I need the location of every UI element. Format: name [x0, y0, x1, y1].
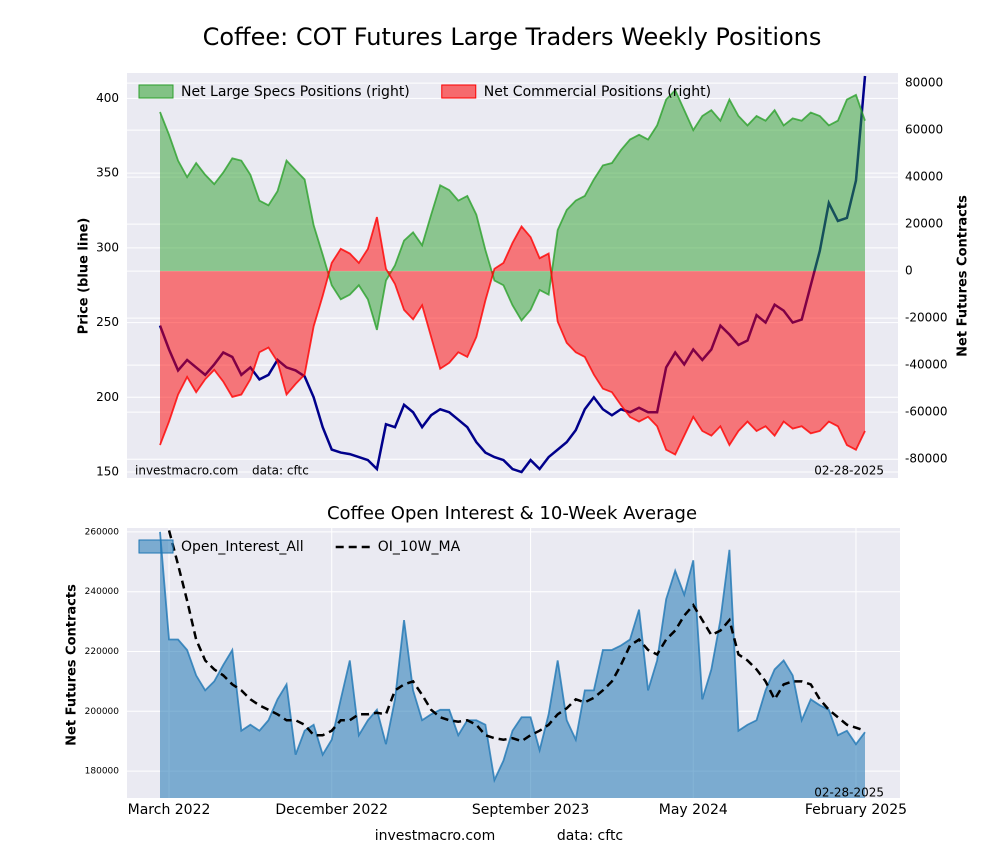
y2-tick-label: -80000 — [905, 452, 948, 466]
date-note: 02-28-2025 — [814, 786, 884, 800]
y-tick-label: 240000 — [85, 587, 120, 597]
y2-tick-label: -20000 — [905, 311, 948, 325]
legend-label: Net Commercial Positions (right) — [484, 84, 711, 100]
x-tick-label: September 2023 — [472, 802, 589, 818]
source-note: investmacro.com — [135, 464, 238, 478]
y2-tick-label: 20000 — [905, 217, 943, 231]
x-tick-label: May 2024 — [659, 802, 728, 818]
area-fill — [160, 217, 865, 455]
y2-tick-label: 40000 — [905, 170, 943, 184]
y-tick-label: 180000 — [85, 767, 120, 777]
y-tick-label: 220000 — [85, 647, 120, 657]
y2-tick-label: -60000 — [905, 405, 948, 419]
y2-tick-label: 80000 — [905, 76, 943, 90]
legend-label: OI_10W_MA — [378, 539, 461, 555]
legend-swatch — [441, 84, 477, 99]
x-tick-label: February 2025 — [805, 802, 907, 818]
legend-swatch — [138, 539, 174, 554]
area-line — [159, 216, 866, 456]
y-tick-label: 150 — [96, 465, 119, 479]
y-tick-label: 300 — [96, 240, 119, 254]
footer-data: data: cftc — [557, 828, 623, 844]
y-axis-label: Price (blue line) — [77, 218, 92, 335]
data-note: data: cftc — [252, 464, 309, 478]
series-layer — [159, 530, 866, 798]
area-fill — [160, 90, 865, 330]
legend-swatch — [138, 84, 174, 99]
series-layer — [158, 75, 867, 474]
x-tick-label: March 2022 — [128, 802, 211, 818]
area-fill — [160, 531, 865, 798]
legend-label: Open_Interest_All — [181, 539, 304, 555]
y-tick-label: 250 — [96, 315, 119, 329]
chart-title: Coffee: COT Futures Large Traders Weekly… — [203, 23, 822, 51]
layer: 150 200 250 300 350 400 -80000 -60000 -40000 -200… — [85, 76, 948, 818]
y2-tick-label: -40000 — [905, 358, 948, 372]
y-tick-label: 400 — [96, 91, 119, 105]
y-axis-label: Net Futures Contracts — [65, 584, 80, 746]
footer-source: investmacro.com — [375, 828, 495, 844]
area-line — [159, 88, 866, 331]
x-tick-label: December 2022 — [275, 802, 388, 818]
y2-tick-label: 60000 — [905, 123, 943, 137]
y-tick-label: 260000 — [85, 527, 120, 537]
line — [167, 530, 866, 743]
y-tick-label: 200 — [96, 390, 119, 404]
y-tick-label: 200000 — [85, 707, 120, 717]
date-note: 02-28-2025 — [814, 464, 884, 478]
y2-tick-label: 0 — [905, 264, 913, 278]
area-line — [159, 531, 866, 784]
chart-title: Coffee Open Interest & 10-Week Average — [327, 503, 697, 524]
y-tick-label: 350 — [96, 166, 119, 180]
y2-axis-label: Net Futures Contracts — [956, 195, 971, 357]
legend-label: Net Large Specs Positions (right) — [181, 84, 410, 100]
